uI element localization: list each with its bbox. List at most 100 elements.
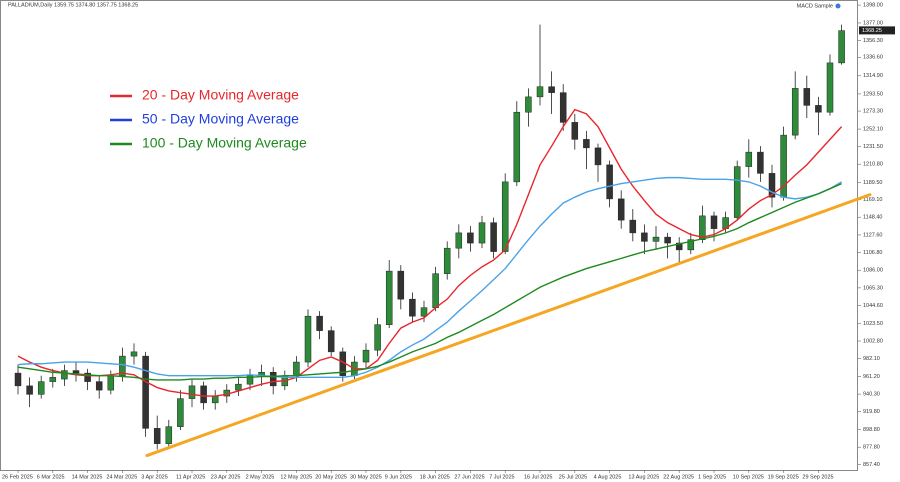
candle-body bbox=[536, 86, 544, 98]
candle-body bbox=[165, 426, 173, 444]
candle-body bbox=[629, 219, 637, 234]
x-tick-label: 13 Aug 2025 bbox=[628, 474, 659, 480]
candle-body bbox=[362, 349, 370, 363]
y-tick-label: 1314.90 bbox=[863, 73, 883, 79]
candle-body bbox=[177, 398, 184, 427]
x-tick-label: 6 Mar 2025 bbox=[37, 474, 65, 480]
y-tick-label: 1273.30 bbox=[863, 109, 883, 115]
y-tick-label: 919.80 bbox=[863, 409, 880, 415]
candle-body bbox=[443, 247, 451, 274]
candle-body bbox=[432, 273, 439, 308]
y-tick-label: 1356.30 bbox=[863, 38, 883, 44]
candle-body bbox=[374, 324, 381, 351]
candle-body bbox=[745, 151, 753, 167]
y-tick-label: 1336.60 bbox=[863, 55, 883, 61]
y-tick-label: 961.20 bbox=[863, 374, 880, 380]
x-tick-label: 18 Jun 2025 bbox=[420, 474, 450, 480]
symbol-header: PALLADIUM,Daily 1359.75 1374.80 1357.75 … bbox=[8, 2, 138, 8]
candle-body bbox=[84, 372, 91, 382]
x-tick-label: 29 Sep 2025 bbox=[802, 474, 833, 480]
candle-body bbox=[95, 381, 103, 391]
legend-label: 50 - Day Moving Average bbox=[142, 111, 299, 127]
x-tick-label: 4 Aug 2025 bbox=[594, 474, 622, 480]
candle-body bbox=[594, 147, 602, 166]
candle-body bbox=[467, 232, 474, 244]
x-tick-label: 3 Apr 2025 bbox=[141, 474, 168, 480]
legend-label: 20 - Day Moving Average bbox=[142, 87, 299, 103]
candle-body bbox=[548, 86, 555, 93]
x-tick-label: 20 May 2025 bbox=[315, 474, 347, 480]
x-tick-label: 11 Apr 2025 bbox=[176, 474, 205, 480]
y-tick-label: 1127.60 bbox=[863, 232, 882, 238]
y-tick-label: 1023.50 bbox=[863, 321, 883, 327]
candle-body bbox=[501, 181, 509, 252]
x-tick-label: 22 Aug 2025 bbox=[663, 474, 694, 480]
candle-body bbox=[617, 198, 625, 221]
candle-body bbox=[72, 370, 80, 374]
x-tick-label: 23 Apr 2025 bbox=[211, 474, 241, 480]
indicator-label: MACD Sample bbox=[797, 3, 833, 9]
x-tick-label: 10 Sep 2025 bbox=[733, 474, 764, 480]
y-tick-label: 1106.80 bbox=[863, 250, 882, 256]
candle-body bbox=[652, 236, 660, 242]
candle-body bbox=[699, 215, 706, 240]
x-tick-label: 7 Jul 2025 bbox=[489, 474, 514, 480]
candle-body bbox=[130, 351, 138, 357]
candle-body bbox=[61, 370, 68, 380]
candle-body bbox=[304, 315, 312, 363]
candle-body bbox=[385, 270, 393, 325]
candle-body bbox=[211, 395, 219, 404]
candle-body bbox=[269, 372, 277, 387]
candle-body bbox=[710, 215, 718, 229]
candle-body bbox=[188, 385, 196, 399]
x-tick-label: 26 Feb 2025 bbox=[2, 474, 33, 480]
candle-body bbox=[826, 62, 834, 113]
x-tick-label: 14 Mar 2025 bbox=[72, 474, 103, 480]
candle-body bbox=[200, 385, 207, 404]
candle-body bbox=[815, 105, 822, 113]
candle-body bbox=[606, 164, 613, 200]
y-tick-label: 982.10 bbox=[863, 356, 880, 362]
y-tick-label: 1293.50 bbox=[863, 91, 883, 97]
x-tick-label: 24 Mar 2025 bbox=[106, 474, 137, 480]
candle-body bbox=[293, 361, 300, 376]
last-price-label: 1368.25 bbox=[862, 28, 882, 34]
y-tick-label: 857.40 bbox=[863, 462, 880, 468]
candle-body bbox=[246, 375, 254, 385]
candle-body bbox=[142, 355, 149, 429]
y-tick-label: 1377.00 bbox=[863, 20, 883, 26]
y-tick-label: 940.30 bbox=[863, 392, 880, 398]
candle-body bbox=[107, 375, 115, 391]
moving-average-line bbox=[17, 176, 842, 379]
candle-body bbox=[768, 173, 776, 198]
trendline bbox=[145, 193, 872, 458]
candle-body bbox=[791, 88, 799, 136]
candle-body bbox=[409, 298, 416, 317]
y-tick-label: 877.80 bbox=[863, 445, 880, 451]
x-tick-label: 19 Sep 2025 bbox=[768, 474, 799, 480]
moving-average-line bbox=[17, 108, 843, 397]
candle-body bbox=[327, 330, 335, 353]
candle-body bbox=[49, 377, 57, 382]
y-tick-label: 1002.80 bbox=[863, 338, 883, 344]
x-tick-label: 2 May 2025 bbox=[246, 474, 275, 480]
x-tick-label: 1 Sep 2025 bbox=[698, 474, 726, 480]
last-price-box bbox=[859, 26, 895, 35]
candle-body bbox=[733, 166, 741, 218]
candle-body bbox=[420, 307, 428, 317]
candle-body bbox=[513, 111, 521, 183]
moving-average-line bbox=[17, 182, 842, 381]
y-tick-label: 1148.40 bbox=[863, 215, 882, 221]
candle-body bbox=[235, 383, 242, 391]
candle-body bbox=[397, 270, 405, 300]
x-tick-label: 12 May 2025 bbox=[280, 474, 312, 480]
candle-body bbox=[153, 428, 161, 444]
y-tick-label: 1044.60 bbox=[863, 303, 883, 309]
candle-body bbox=[559, 92, 567, 123]
candle-body bbox=[583, 139, 590, 149]
legend-label: 100 - Day Moving Average bbox=[142, 135, 307, 151]
candle-body bbox=[757, 151, 764, 174]
candle-body bbox=[316, 315, 323, 331]
candle-body bbox=[455, 232, 463, 249]
candle-body bbox=[803, 88, 811, 106]
